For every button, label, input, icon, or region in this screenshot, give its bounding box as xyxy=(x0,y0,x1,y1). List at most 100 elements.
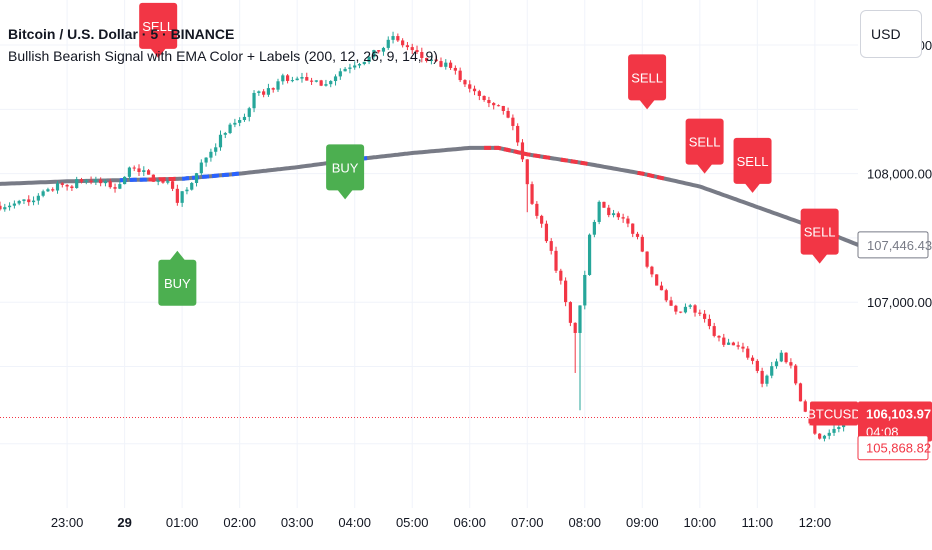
candle-up[interactable] xyxy=(314,80,318,82)
candle-down[interactable] xyxy=(602,201,606,208)
candle-up[interactable] xyxy=(295,78,299,81)
candle-down[interactable] xyxy=(487,99,491,104)
candle-down[interactable] xyxy=(731,342,735,346)
candle-up[interactable] xyxy=(381,47,386,52)
candle-down[interactable] xyxy=(722,337,726,345)
candle-up[interactable] xyxy=(41,191,45,196)
candle-down[interactable] xyxy=(319,80,323,86)
candle-down[interactable] xyxy=(453,67,457,71)
candle-up[interactable] xyxy=(597,201,601,222)
candle-down[interactable] xyxy=(674,305,678,312)
candle-down[interactable] xyxy=(520,142,525,160)
candle-up[interactable] xyxy=(281,75,285,82)
time-axis[interactable]: 23:00 29 01:00 02:00 03:00 04:00 05:00 06:00 07:… xyxy=(0,508,858,550)
candle-up[interactable] xyxy=(386,39,390,48)
candle-up[interactable] xyxy=(127,167,132,177)
candle-down[interactable] xyxy=(640,236,644,252)
candle-up[interactable] xyxy=(204,157,208,163)
candle-down[interactable] xyxy=(703,313,707,319)
candle-up[interactable] xyxy=(324,84,328,86)
candle-down[interactable] xyxy=(573,322,577,333)
candle-down[interactable] xyxy=(664,290,668,301)
sell-signal-label[interactable]: SELL xyxy=(685,118,724,174)
candle-up[interactable] xyxy=(770,366,774,376)
candle-down[interactable] xyxy=(626,218,630,224)
candle-up[interactable] xyxy=(75,179,79,189)
candle-up[interactable] xyxy=(257,91,261,93)
candle-down[interactable] xyxy=(794,365,798,384)
candle-up[interactable] xyxy=(837,427,841,429)
candle-down[interactable] xyxy=(377,50,381,52)
candle-up[interactable] xyxy=(832,428,836,433)
candle-down[interactable] xyxy=(496,105,501,107)
candle-down[interactable] xyxy=(813,423,817,434)
candle-up[interactable] xyxy=(247,108,251,117)
candle-up[interactable] xyxy=(190,182,194,190)
ema-line[interactable] xyxy=(0,145,860,247)
candle-down[interactable] xyxy=(175,188,179,203)
candle-up[interactable] xyxy=(156,180,160,182)
candle-down[interactable] xyxy=(631,223,635,234)
candle-up[interactable] xyxy=(252,92,256,109)
candle-down[interactable] xyxy=(271,88,275,90)
candle-up[interactable] xyxy=(199,162,203,174)
candle-down[interactable] xyxy=(65,184,69,187)
candle-up[interactable] xyxy=(218,134,223,148)
candle-up[interactable] xyxy=(329,81,333,85)
candle-down[interactable] xyxy=(755,360,759,371)
candle-down[interactable] xyxy=(540,215,544,224)
candle-down[interactable] xyxy=(262,91,266,95)
candle-down[interactable] xyxy=(712,326,716,336)
candle-up[interactable] xyxy=(726,342,731,345)
candle-up[interactable] xyxy=(142,170,146,173)
candle-up[interactable] xyxy=(683,306,688,313)
candle-down[interactable] xyxy=(750,357,755,361)
candle-up[interactable] xyxy=(827,432,831,436)
candle-up[interactable] xyxy=(367,56,371,62)
candle-down[interactable] xyxy=(616,213,620,218)
candle-down[interactable] xyxy=(472,88,477,92)
candle-up[interactable] xyxy=(343,68,347,72)
candle-up[interactable] xyxy=(12,203,16,206)
candle-down[interactable] xyxy=(458,70,462,81)
candle-down[interactable] xyxy=(530,184,534,204)
candle-up[interactable] xyxy=(223,133,227,135)
candle-down[interactable] xyxy=(477,91,481,96)
candle-down[interactable] xyxy=(693,305,697,313)
candle-down[interactable] xyxy=(559,270,563,281)
candle-up[interactable] xyxy=(578,305,582,333)
sell-signal-label[interactable]: SELL xyxy=(800,208,839,264)
candle-down[interactable] xyxy=(285,75,290,81)
candle-up[interactable] xyxy=(7,205,12,208)
candle-down[interactable] xyxy=(146,170,151,175)
candle-down[interactable] xyxy=(568,302,573,323)
candle-down[interactable] xyxy=(506,110,510,118)
candle-down[interactable] xyxy=(410,47,414,51)
candle-up[interactable] xyxy=(583,274,587,306)
candle-down[interactable] xyxy=(635,233,640,237)
candle-up[interactable] xyxy=(31,200,36,203)
candle-up[interactable] xyxy=(357,63,362,66)
buy-signal-label[interactable]: BUY xyxy=(326,144,365,200)
candle-up[interactable] xyxy=(276,81,280,90)
candle-down[interactable] xyxy=(549,241,553,251)
candle-up[interactable] xyxy=(362,61,366,64)
candle-down[interactable] xyxy=(746,348,750,358)
candle-down[interactable] xyxy=(736,345,740,347)
candle-down[interactable] xyxy=(151,174,155,182)
candle-up[interactable] xyxy=(180,191,184,203)
candle-down[interactable] xyxy=(89,180,93,183)
candle-up[interactable] xyxy=(46,189,50,192)
candle-up[interactable] xyxy=(429,59,433,62)
candle-down[interactable] xyxy=(137,168,141,173)
candle-up[interactable] xyxy=(391,36,395,40)
candle-up[interactable] xyxy=(242,116,247,121)
candle-down[interactable] xyxy=(60,183,64,185)
candle-up[interactable] xyxy=(209,151,213,158)
candle-down[interactable] xyxy=(669,300,673,306)
candle-down[interactable] xyxy=(108,181,112,188)
candle-down[interactable] xyxy=(544,223,549,242)
indicator-legend[interactable]: Bullish Bearish Signal with EMA Color + … xyxy=(8,48,438,64)
